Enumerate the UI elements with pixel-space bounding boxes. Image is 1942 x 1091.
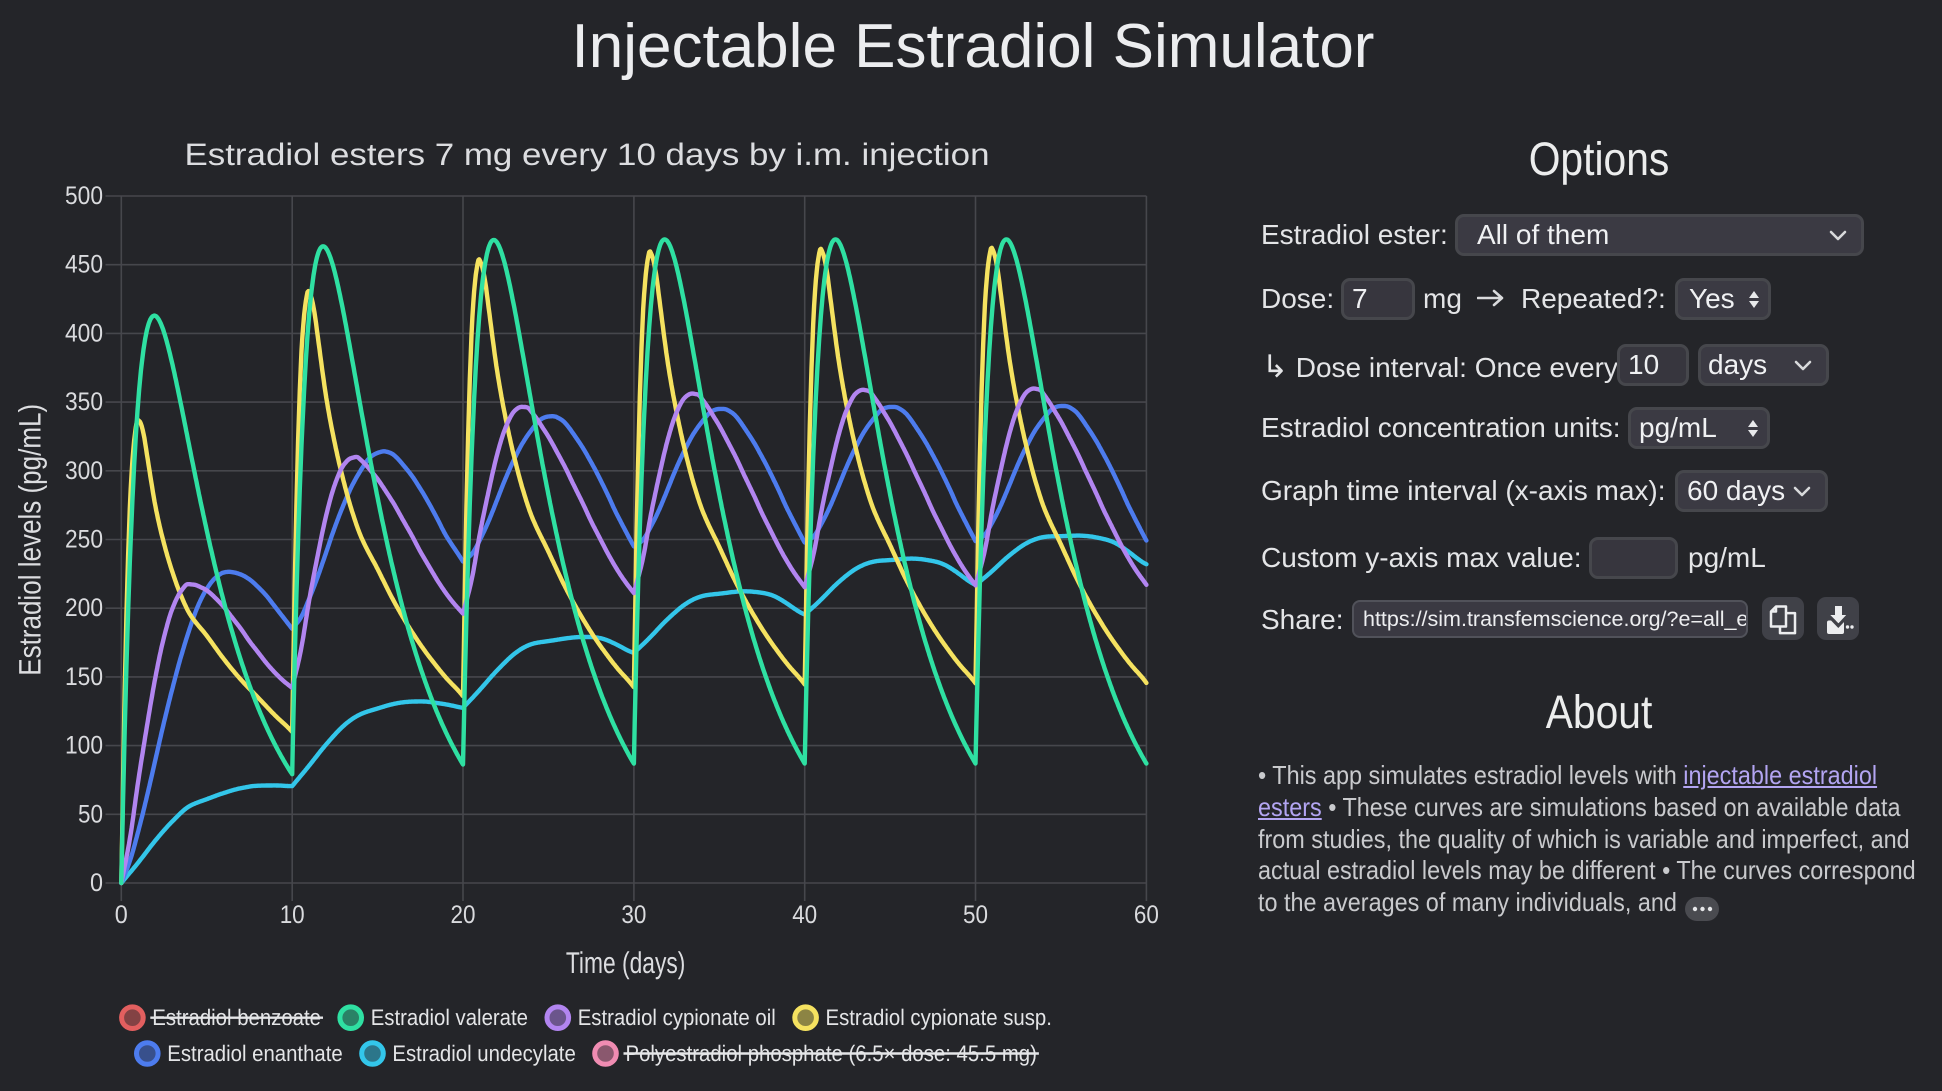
svg-text:Estradiol cypionate susp.: Estradiol cypionate susp.	[826, 1005, 1052, 1030]
svg-text:100: 100	[65, 732, 103, 760]
svg-text:About: About	[1546, 685, 1653, 738]
svg-text:400: 400	[65, 319, 103, 347]
svg-text:200: 200	[65, 594, 103, 622]
svg-text:Estradiol enanthate: Estradiol enanthate	[167, 1041, 342, 1066]
svg-text:50: 50	[78, 800, 103, 828]
svg-text:50: 50	[963, 901, 988, 929]
svg-text:300: 300	[65, 457, 103, 485]
svg-text:Options: Options	[1529, 132, 1670, 185]
svg-text:0: 0	[115, 901, 128, 929]
svg-text:350: 350	[65, 388, 103, 416]
svg-text:0: 0	[90, 869, 103, 897]
svg-text:Estradiol levels (pg/mL): Estradiol levels (pg/mL)	[13, 404, 48, 676]
svg-text:20: 20	[451, 901, 476, 929]
svg-text:10: 10	[280, 901, 305, 929]
svg-text:Time (days): Time (days)	[566, 947, 686, 980]
svg-text:40: 40	[792, 901, 817, 929]
svg-text:30: 30	[621, 901, 646, 929]
svg-text:Estradiol undecylate: Estradiol undecylate	[392, 1041, 575, 1066]
svg-text:60: 60	[1134, 901, 1159, 929]
svg-text:450: 450	[65, 251, 103, 279]
svg-text:500: 500	[65, 182, 103, 210]
svg-text:Estradiol cypionate oil: Estradiol cypionate oil	[578, 1005, 776, 1030]
svg-text:Estradiol valerate: Estradiol valerate	[371, 1005, 528, 1030]
svg-text:150: 150	[65, 663, 103, 691]
svg-text:Estradiol esters 7 mg every 10: Estradiol esters 7 mg every 10 days by i…	[185, 137, 990, 172]
svg-text:250: 250	[65, 526, 103, 554]
